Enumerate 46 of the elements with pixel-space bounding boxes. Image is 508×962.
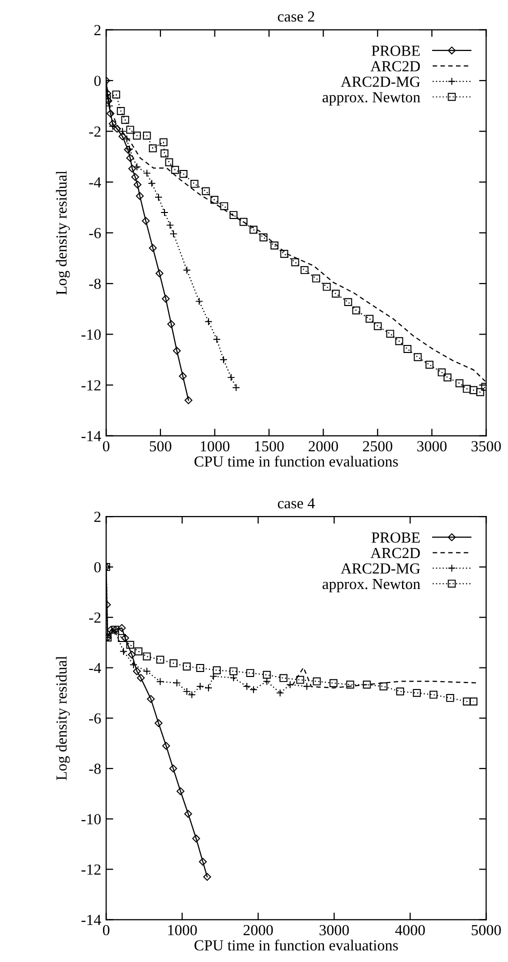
- chart-title: case 2: [278, 11, 314, 22]
- legend-label: PROBE: [372, 532, 420, 543]
- y-tick-label: -8: [89, 764, 101, 774]
- x-tick-label: 1000: [200, 441, 230, 452]
- x-tick-label: 4000: [395, 924, 425, 936]
- x-axis-title: CPU time in function evaluations: [194, 456, 398, 467]
- y-tick-label: 2: [94, 512, 100, 522]
- y-tick-label: -6: [89, 228, 101, 238]
- legend-label: ARC2D-MG: [340, 76, 420, 87]
- x-tick-label: 5000: [472, 924, 501, 936]
- y-tick-label: 2: [94, 25, 100, 36]
- legend-label: approx. Newton: [322, 92, 420, 106]
- y-tick-label: -14: [82, 914, 102, 925]
- x-tick-label: 1500: [255, 441, 284, 452]
- x-tick-label: 2500: [362, 441, 392, 452]
- x-tick-label: 500: [150, 441, 172, 452]
- legend-label: ARC2D: [370, 548, 420, 558]
- x-tick-label: 2000: [308, 441, 338, 452]
- y-tick-label: -12: [82, 380, 100, 390]
- y-tick-label: -4: [89, 177, 102, 188]
- x-tick-label: 3000: [417, 441, 447, 452]
- x-tick-label: 3000: [320, 924, 349, 936]
- x-tick-label: 0: [102, 441, 110, 452]
- y-tick-label: -12: [82, 864, 100, 875]
- y-tick-label: -2: [89, 612, 100, 623]
- x-tick-label: 1000: [168, 924, 197, 936]
- x-tick-label: 3500: [472, 441, 501, 452]
- x-axis-title: CPU time in function evaluations: [194, 940, 398, 951]
- legend-label: approx. Newton: [322, 578, 420, 592]
- chart-title: case 4: [278, 498, 315, 508]
- x-tick-label: 2000: [244, 924, 273, 936]
- y-tick-label: -10: [82, 814, 101, 824]
- legend-label: PROBE: [372, 46, 420, 56]
- y-tick-label: -2: [89, 126, 100, 137]
- y-tick-label: -8: [89, 278, 101, 289]
- legend-label: ARC2D-MG: [340, 563, 420, 574]
- y-tick-label: 0: [94, 562, 101, 572]
- y-tick-label: -4: [89, 662, 102, 674]
- y-tick-label: 0: [94, 76, 101, 86]
- x-tick-label: 0: [102, 924, 110, 936]
- legend-label: ARC2D: [370, 61, 420, 72]
- y-axis-title: Log density residual: [56, 170, 70, 295]
- y-axis-title: Log density residual: [56, 656, 70, 780]
- y-tick-label: -6: [89, 713, 101, 724]
- y-tick-label: -10: [82, 329, 101, 340]
- y-tick-label: -14: [82, 431, 102, 442]
